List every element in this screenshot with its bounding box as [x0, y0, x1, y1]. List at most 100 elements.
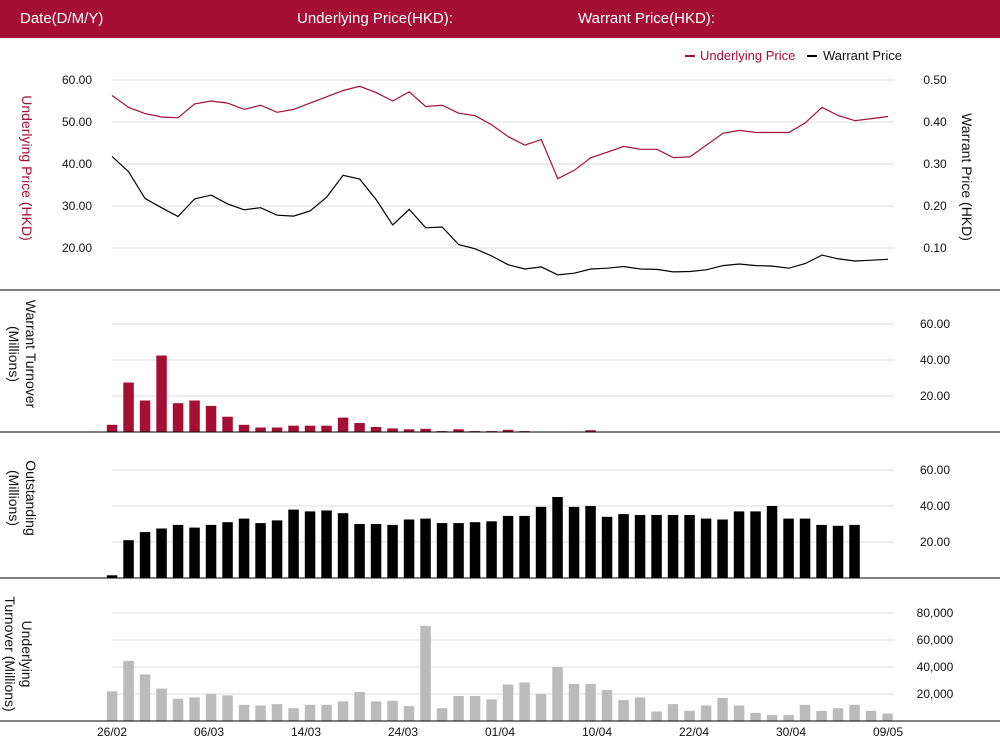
x-tick-label: 09/05	[873, 725, 903, 739]
underlying-turnover-bar	[354, 692, 365, 721]
outstanding-tick-label: 60.00	[920, 463, 950, 477]
y-right-tick-label: 0.20	[923, 199, 947, 213]
underlying-turnover-bar	[156, 688, 167, 721]
outstanding-bar	[684, 515, 695, 578]
underlying-turnover-bar	[337, 701, 349, 721]
underlying-turnover-bar	[684, 710, 695, 721]
underlying-turnover-bar	[651, 711, 662, 721]
warrant-turnover-bar	[222, 416, 233, 432]
outstanding-bar	[750, 511, 761, 578]
warrant-turnover-bar	[354, 423, 365, 432]
underlying-turnover-bar	[750, 712, 761, 721]
outstanding-bar	[486, 521, 497, 578]
y-right-tick-label: 0.40	[923, 115, 947, 129]
underlying-turnover-bar	[634, 697, 646, 721]
y-left-tick-label: 50.00	[62, 115, 92, 129]
underlying-turnover-bar	[783, 714, 794, 721]
outstanding-bar	[403, 519, 415, 578]
underlying-turnover-bar	[882, 713, 893, 721]
warrant-turnover-bar	[271, 427, 283, 432]
underlying-turnover-bar	[106, 691, 118, 721]
warrant-turnover-bar	[123, 382, 134, 432]
y-left-tick-label: 60.00	[62, 73, 92, 87]
underlying-turnover-bar	[552, 667, 563, 721]
outstanding-bar	[849, 524, 860, 578]
warrant-turnover-bar	[387, 428, 398, 432]
y-left-tick-label: 30.00	[62, 199, 92, 213]
y-left-axis-title: Underlying Price (HKD)	[19, 95, 35, 240]
warrant-turnover-bar	[156, 355, 167, 432]
outstanding-bar	[321, 510, 332, 578]
y-right-tick-label: 0.30	[923, 157, 947, 171]
underlying-turnover-tick-label: 20,000	[917, 687, 954, 701]
underlying-turnover-bar	[172, 698, 184, 721]
underlying-turnover-tick-label: 40,000	[917, 660, 954, 674]
underlying-turnover-bar	[370, 701, 382, 721]
underlying-turnover-bar	[139, 674, 151, 721]
warrant-turnover-bar	[189, 400, 200, 432]
warrant-price-line	[111, 155, 889, 276]
outstanding-bar	[123, 540, 134, 578]
outstanding-bar	[288, 509, 299, 578]
underlying-turnover-bar	[403, 706, 415, 721]
underlying-turnover-axis-title: UnderlyingTurnover (Millions)	[2, 596, 35, 711]
underlying-turnover-bar	[502, 684, 514, 721]
outstanding-bar	[172, 524, 184, 578]
outstanding-bar	[354, 524, 365, 578]
x-tick-label: 26/02	[97, 725, 127, 739]
y-right-tick-label: 0.10	[923, 241, 947, 255]
underlying-turnover-bar	[799, 704, 811, 721]
warrant-turnover-tick-label: 60.00	[920, 317, 950, 331]
outstanding-bar	[585, 506, 596, 578]
underlying-turnover-bar	[618, 700, 629, 721]
outstanding-bar	[832, 525, 844, 578]
outstanding-bar	[436, 523, 448, 578]
x-tick-label: 14/03	[291, 725, 321, 739]
outstanding-bar	[420, 518, 431, 578]
underlying-turnover-bar	[519, 682, 530, 721]
underlying-turnover-bar	[453, 696, 464, 721]
warrant-turnover-bar	[255, 427, 266, 432]
outstanding-bar	[453, 523, 464, 578]
underlying-turnover-bar	[288, 708, 299, 721]
outstanding-bar	[634, 515, 646, 578]
outstanding-bar	[552, 497, 563, 578]
outstanding-bar	[156, 528, 167, 578]
outstanding-bar	[304, 511, 316, 578]
outstanding-bar	[222, 522, 233, 578]
warrant-price-label: Warrant Price(HKD):	[578, 10, 715, 27]
outstanding-bar	[502, 515, 514, 578]
outstanding-bar	[766, 506, 778, 578]
warrant-turnover-bar	[288, 425, 299, 432]
x-tick-label: 24/03	[388, 725, 418, 739]
outstanding-bar	[519, 515, 530, 578]
outstanding-axis-title: Outstanding(Millions)	[6, 460, 39, 536]
legend-warrant-label: Warrant Price	[823, 48, 902, 63]
underlying-turnover-bar	[189, 697, 200, 721]
outstanding-bar	[568, 506, 580, 578]
x-tick-label: 10/04	[582, 725, 612, 739]
underlying-price-line	[111, 85, 889, 180]
outstanding-bar	[189, 527, 200, 578]
underlying-turnover-bar	[255, 705, 266, 721]
outstanding-bar	[469, 522, 481, 578]
underlying-turnover-bar	[387, 700, 398, 722]
underlying-turnover-bar	[832, 708, 844, 721]
underlying-turnover-bar	[733, 705, 745, 721]
x-tick-label: 01/04	[485, 725, 515, 739]
outstanding-bar	[717, 519, 728, 578]
underlying-turnover-bar	[420, 625, 431, 721]
outstanding-bar	[271, 520, 283, 578]
underlying-turnover-bar	[865, 710, 877, 721]
underlying-turnover-bar	[585, 683, 596, 721]
chart-area: 20.00 30.00 40.00 50.00 60.00 0.10 0.20 0.30 0.4…	[0, 48, 1000, 739]
underlying-turnover-bar	[717, 698, 728, 721]
outstanding-bar	[106, 575, 118, 578]
outstanding-bar	[783, 518, 794, 578]
warrant-turnover-axis-title: Warrant Turnover(Millions)	[6, 300, 39, 409]
outstanding-bar	[799, 518, 811, 578]
underlying-turnover-bar	[667, 704, 679, 721]
warrant-turnover-tick-label: 40.00	[920, 353, 950, 367]
outstanding-bar	[816, 524, 827, 578]
outstanding-bar	[601, 516, 613, 578]
